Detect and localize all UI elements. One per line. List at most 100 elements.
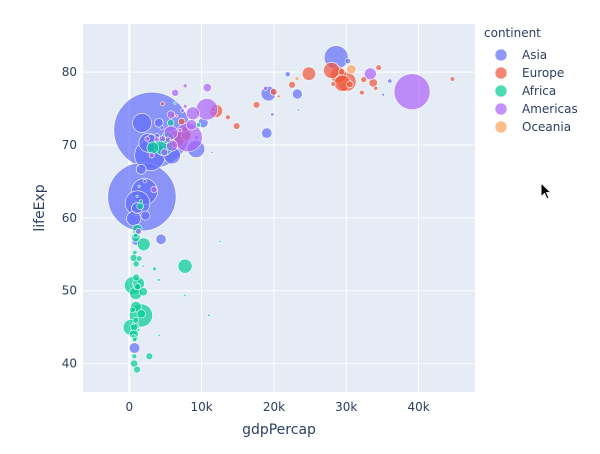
data-point[interactable] <box>263 85 269 91</box>
data-point[interactable] <box>152 266 157 272</box>
data-point[interactable] <box>393 73 431 111</box>
data-point[interactable] <box>186 106 200 121</box>
data-point[interactable] <box>155 233 167 245</box>
data-point[interactable] <box>132 249 138 256</box>
legend-item-africa[interactable]: Africa <box>494 84 556 98</box>
legend-marker <box>494 66 508 80</box>
data-point[interactable] <box>132 273 140 282</box>
data-point[interactable] <box>288 81 296 89</box>
data-point[interactable] <box>301 66 316 81</box>
data-point[interactable] <box>133 232 139 239</box>
data-point[interactable] <box>142 179 147 184</box>
data-point[interactable] <box>136 328 141 332</box>
data-point[interactable] <box>183 293 187 297</box>
data-point[interactable] <box>261 127 273 139</box>
data-point[interactable] <box>284 71 291 78</box>
data-point[interactable] <box>129 306 136 314</box>
data-point[interactable] <box>360 76 368 83</box>
data-point[interactable] <box>270 88 278 96</box>
data-point[interactable] <box>156 278 161 282</box>
data-point[interactable] <box>157 333 161 337</box>
data-point[interactable] <box>132 230 136 234</box>
data-point[interactable] <box>131 321 135 326</box>
data-point[interactable] <box>135 228 142 235</box>
data-point[interactable] <box>182 83 188 89</box>
data-point[interactable] <box>323 61 340 79</box>
data-point[interactable] <box>373 85 379 91</box>
data-point[interactable] <box>138 287 148 297</box>
data-point[interactable] <box>148 152 155 159</box>
data-point[interactable] <box>207 313 211 317</box>
data-point[interactable] <box>177 127 182 133</box>
data-point[interactable] <box>132 260 140 268</box>
data-point[interactable] <box>153 136 160 143</box>
data-point[interactable] <box>137 184 141 188</box>
data-point[interactable] <box>210 150 214 154</box>
legend-item-americas[interactable]: Americas <box>494 102 578 116</box>
y-tick-label: 40 <box>62 357 77 371</box>
data-point[interactable] <box>195 98 219 121</box>
data-point[interactable] <box>136 309 146 319</box>
data-point[interactable] <box>160 101 165 107</box>
data-point[interactable] <box>276 94 281 99</box>
data-point[interactable] <box>449 76 456 82</box>
data-point[interactable] <box>202 83 212 93</box>
data-point[interactable] <box>136 202 145 210</box>
data-point[interactable] <box>144 136 150 142</box>
data-point[interactable] <box>387 78 393 84</box>
data-point[interactable] <box>133 365 141 374</box>
data-point[interactable] <box>344 58 351 65</box>
data-point[interactable] <box>145 352 154 361</box>
data-point[interactable] <box>330 81 336 87</box>
data-point[interactable] <box>154 118 164 128</box>
data-point[interactable] <box>270 112 275 117</box>
data-point[interactable] <box>128 342 141 354</box>
data-point[interactable] <box>136 237 151 252</box>
data-point[interactable] <box>146 141 160 154</box>
data-point[interactable] <box>165 136 171 143</box>
data-point[interactable] <box>173 101 177 105</box>
data-point[interactable] <box>132 317 139 324</box>
data-point[interactable] <box>175 114 179 118</box>
data-point[interactable] <box>225 114 231 121</box>
data-point[interactable] <box>177 258 193 274</box>
data-point[interactable] <box>158 135 166 143</box>
data-point[interactable] <box>138 199 143 204</box>
data-point[interactable] <box>297 108 301 112</box>
data-point[interactable] <box>252 101 261 109</box>
data-point[interactable] <box>159 125 165 130</box>
data-point[interactable] <box>131 353 138 360</box>
data-point[interactable] <box>346 64 357 75</box>
data-point[interactable] <box>185 119 198 131</box>
data-point[interactable] <box>167 119 175 127</box>
data-point[interactable] <box>232 122 241 130</box>
data-point[interactable] <box>150 186 158 193</box>
legend-item-asia[interactable]: Asia <box>494 48 547 62</box>
data-point[interactable] <box>132 113 152 133</box>
data-point[interactable] <box>166 139 178 152</box>
data-point[interactable] <box>364 67 377 81</box>
data-point[interactable] <box>182 104 188 109</box>
legend-item-oceania[interactable]: Oceania <box>494 120 571 134</box>
data-point[interactable] <box>135 194 139 198</box>
data-point[interactable] <box>180 108 185 113</box>
data-point[interactable] <box>140 210 151 221</box>
legend-item-europe[interactable]: Europe <box>494 66 564 80</box>
data-point[interactable] <box>141 264 145 268</box>
data-point[interactable] <box>129 254 138 262</box>
data-point[interactable] <box>171 88 180 97</box>
data-point[interactable] <box>166 110 176 119</box>
data-point[interactable] <box>136 255 143 262</box>
data-point[interactable] <box>131 334 136 339</box>
data-point[interactable] <box>294 76 300 81</box>
data-point[interactable] <box>218 239 222 243</box>
data-point[interactable] <box>291 88 303 100</box>
data-point[interactable] <box>134 283 142 291</box>
data-point[interactable] <box>135 164 147 175</box>
data-point[interactable] <box>160 148 169 157</box>
data-point[interactable] <box>346 80 354 89</box>
data-point[interactable] <box>359 89 365 96</box>
data-point[interactable] <box>381 92 386 97</box>
data-point[interactable] <box>338 68 345 76</box>
data-point[interactable] <box>375 64 382 71</box>
